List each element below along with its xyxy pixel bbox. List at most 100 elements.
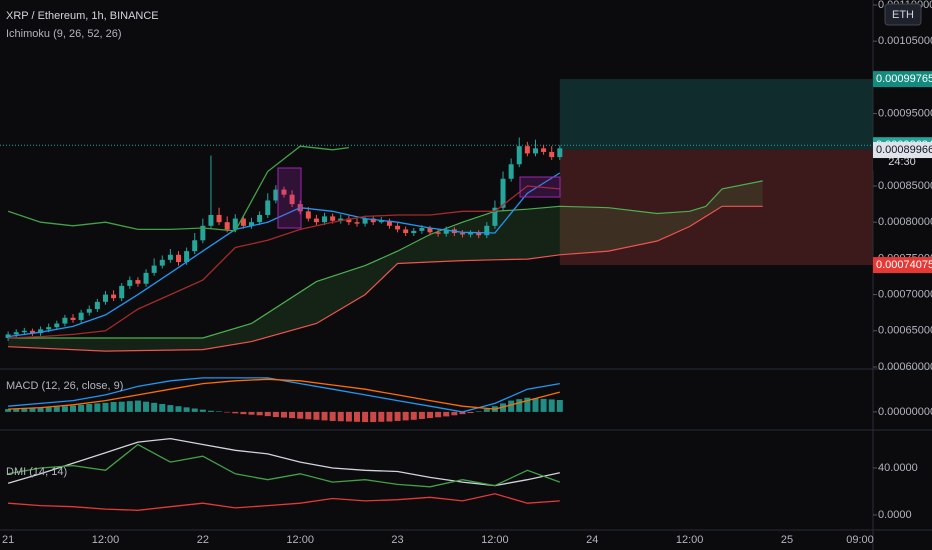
candle-body [159, 259, 165, 266]
indicator-title: DMI (14, 14) [6, 466, 67, 478]
macd-histogram-bar [78, 404, 85, 412]
macd-histogram-bar [305, 411, 312, 420]
candle-body [370, 218, 376, 223]
candle-body [111, 294, 117, 299]
candle-body [557, 148, 563, 158]
y-tick-label: 0.00060000 [878, 361, 932, 373]
macd-histogram-bar [175, 406, 182, 412]
macd-histogram-bar [21, 408, 28, 412]
candle-body [386, 220, 392, 226]
macd-histogram-bar [45, 407, 52, 412]
macd-histogram-bar [289, 411, 296, 419]
price-label: 0.00089966 [876, 144, 932, 156]
ichimoku-line [8, 172, 561, 338]
candle-body [395, 225, 401, 230]
candle-body [313, 218, 319, 223]
macd-histogram-bar [134, 400, 141, 412]
ichimoku-cloud [8, 180, 763, 352]
y-tick-label: 0.00085000 [878, 180, 932, 192]
candle-body [354, 222, 360, 224]
candle-body [175, 254, 181, 263]
macd-histogram-bar [556, 400, 563, 412]
candle-body [362, 218, 368, 224]
x-tick-label: 23 [391, 534, 403, 546]
dmi-line [8, 493, 560, 511]
currency-button[interactable] [884, 3, 922, 26]
highlight-box [277, 167, 302, 229]
macd-histogram-bar [451, 411, 458, 416]
macd-histogram-bar [475, 411, 482, 412]
candle-body [427, 227, 433, 233]
candle-body [70, 317, 76, 320]
macd-histogram-bar [240, 411, 247, 415]
candle-body [443, 229, 449, 234]
macd-histogram-bar [29, 408, 36, 412]
candle-body [273, 189, 279, 201]
candle-body [94, 301, 100, 310]
macd-histogram-bar [394, 411, 401, 421]
macd-histogram-bar [459, 411, 466, 415]
y-tick-label: 0.00070000 [878, 288, 932, 300]
indicator-title: MACD (12, 26, close, 9) [6, 380, 123, 392]
macd-histogram-bar [159, 403, 166, 412]
y-tick-label: 0.00000000 [878, 406, 932, 418]
candle-body [21, 330, 27, 333]
price-label-box [873, 142, 932, 159]
candle-body [541, 148, 547, 152]
x-tick-label: 25 [781, 534, 793, 546]
macd-histogram-bar [94, 403, 101, 412]
macd-histogram-bar [264, 411, 271, 417]
macd-histogram-bar [516, 399, 523, 412]
macd-histogram-bar [53, 406, 60, 412]
candle-body [240, 218, 246, 226]
macd-histogram-bar [418, 411, 425, 419]
y-tick-label: 40.0000 [878, 462, 918, 474]
candle-body [403, 229, 409, 234]
macd-histogram-bar [199, 409, 206, 412]
candle-body [135, 280, 141, 284]
macd-histogram-bar [191, 408, 198, 412]
ichimoku-span [8, 180, 763, 339]
candle-body [232, 218, 238, 230]
macd-histogram-bar [467, 411, 474, 414]
macd-histogram-bar [508, 400, 515, 412]
candle-body [257, 214, 263, 223]
macd-histogram-bar [524, 397, 531, 412]
macd-histogram-bar [118, 401, 125, 412]
candle-body [468, 233, 474, 235]
macd-histogram-bar [110, 401, 117, 412]
candle-body [281, 189, 287, 195]
macd-histogram-bar [207, 410, 214, 412]
x-tick-label: 12:00 [286, 534, 314, 546]
x-tick-label: 12:00 [481, 534, 509, 546]
currency-button-label[interactable]: ETH [892, 9, 914, 21]
macd-histogram-bar [321, 411, 328, 421]
chart-title: XRP / Ethereum, 1h, BINANCE [6, 10, 159, 22]
ichimoku-span [8, 205, 763, 352]
candle-body [265, 200, 271, 215]
macd-line [8, 377, 560, 413]
candle-body [524, 146, 530, 154]
candle-body [508, 164, 514, 179]
x-tick-label: 12:00 [676, 534, 704, 546]
x-tick-label: 24 [586, 534, 598, 546]
candle-body [549, 151, 555, 158]
macd-histogram-bar [70, 405, 77, 412]
macd-histogram-bar [272, 411, 279, 417]
position-profit [559, 79, 873, 150]
candle-body [62, 317, 68, 324]
price-label-box [873, 71, 932, 88]
macd-histogram-bar [410, 411, 417, 420]
x-tick-label: 12:00 [92, 534, 120, 546]
candle-body [435, 232, 441, 234]
macd-histogram-bar [329, 411, 336, 421]
candle-body [192, 240, 198, 252]
candle-body [346, 218, 352, 223]
countdown: 24:30 [888, 156, 916, 168]
panes [0, 79, 873, 511]
x-tick-label: 09:00 [846, 534, 874, 546]
candle-body [322, 216, 328, 223]
y-tick-label: 0.00105000 [878, 35, 932, 47]
